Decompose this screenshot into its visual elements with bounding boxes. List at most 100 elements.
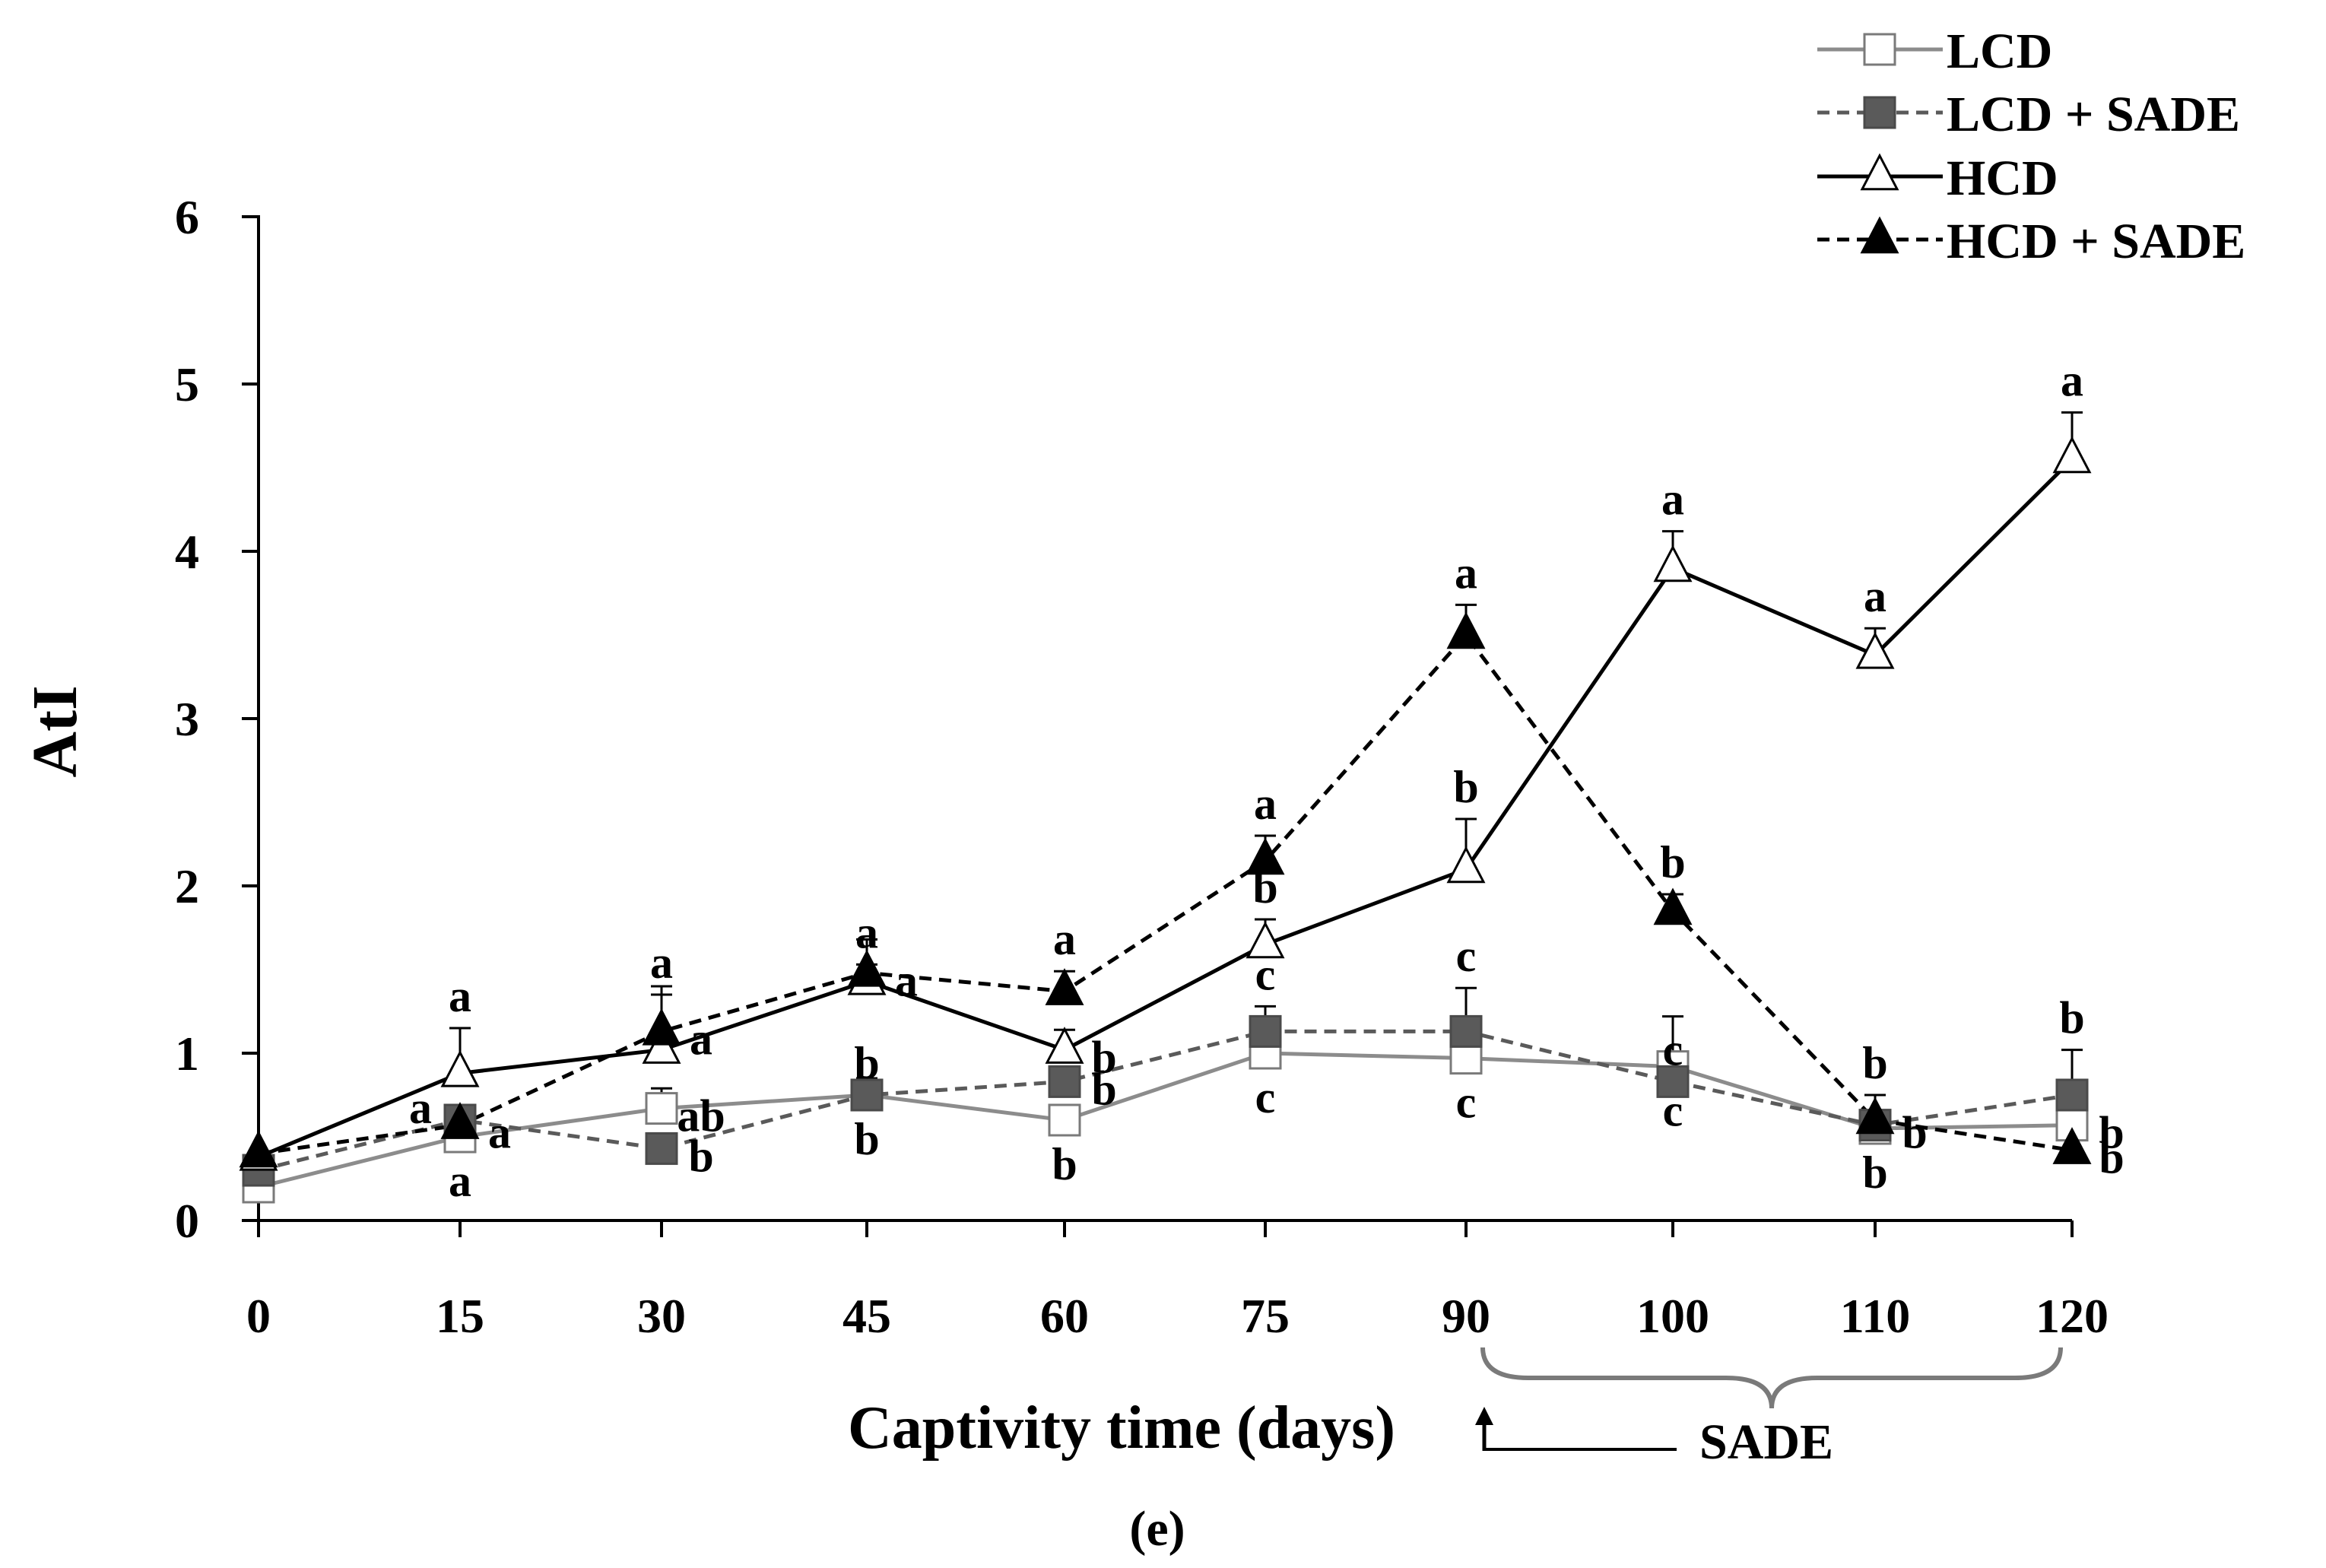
significance-letter: c: [1456, 1078, 1477, 1128]
data-marker: [1855, 1097, 1895, 1135]
significance-letter: a: [2061, 355, 2083, 405]
significance-letter: b: [2099, 1108, 2124, 1158]
y-tick-label: 5: [175, 357, 199, 411]
data-marker: [2055, 1078, 2089, 1112]
y-tick-label: 1: [175, 1027, 199, 1081]
significance-letter: b: [1091, 1033, 1116, 1083]
data-marker: [1045, 968, 1084, 1005]
x-tick-label: 45: [843, 1289, 891, 1343]
data-marker: [1446, 846, 1486, 884]
significance-letter: b: [2099, 1133, 2124, 1183]
data-marker: [642, 1008, 681, 1046]
data-marker: [1656, 1065, 1690, 1098]
y-tick-label: 6: [175, 190, 199, 244]
significance-letter: c: [1456, 931, 1477, 981]
x-axis-label: Captivity time (days): [848, 1395, 1395, 1462]
data-marker: [440, 1102, 480, 1139]
x-tick-label: 30: [637, 1289, 686, 1343]
data-marker: [239, 1130, 278, 1168]
data-marker: [2052, 1127, 2092, 1164]
data-marker: [1863, 33, 1896, 66]
legend-entry-label: HCD + SADE: [1947, 214, 2245, 269]
significance-letter: b: [1091, 1064, 1116, 1114]
significance-letter: b: [1252, 862, 1277, 913]
data-marker: [1653, 544, 1693, 582]
x-tick-label: 0: [246, 1289, 271, 1343]
data-marker: [2052, 436, 2092, 474]
data-marker: [440, 1049, 480, 1087]
significance-letter: c: [1255, 949, 1276, 999]
data-marker: [850, 1078, 884, 1112]
significance-letter: a: [855, 907, 878, 957]
data-marker: [1048, 1065, 1081, 1098]
significance-letter: b: [1660, 837, 1685, 887]
y-tick-label: 4: [175, 525, 199, 579]
data-marker: [847, 949, 887, 987]
significance-letter: a: [1661, 475, 1684, 525]
significance-letter: a: [449, 1156, 471, 1206]
significance-letter: c: [1663, 1024, 1683, 1074]
x-tick-label: 75: [1241, 1289, 1290, 1343]
y-tick-label: 0: [175, 1194, 199, 1248]
x-tick-label: 15: [436, 1289, 484, 1343]
significance-letter: a: [488, 1108, 511, 1158]
significance-letter: a: [449, 971, 471, 1021]
data-marker: [1246, 837, 1285, 875]
significance-letter: a: [690, 1014, 712, 1064]
data-marker: [645, 1092, 678, 1125]
significance-letter: a: [409, 1083, 432, 1133]
significance-letter: b: [1862, 1147, 1887, 1198]
significance-letter: a: [1053, 914, 1076, 964]
significance-letter: a: [1254, 779, 1277, 829]
data-marker: [642, 1027, 681, 1064]
data-marker: [1249, 1014, 1282, 1048]
significance-letter: b: [2059, 993, 2084, 1043]
x-tick-label: 100: [1636, 1289, 1709, 1343]
data-marker: [1653, 887, 1693, 925]
sade-annotation: SADE: [1475, 1347, 2063, 1470]
significance-letter: b: [688, 1131, 713, 1181]
significance-letter: c: [1663, 1086, 1683, 1136]
sade-annotation-label: SADE: [1699, 1414, 1833, 1470]
series-line: [258, 632, 2073, 1156]
series-line: [258, 1051, 2073, 1189]
significance-letter: a: [1864, 571, 1887, 621]
y-tick-label: 2: [175, 859, 199, 913]
significance-letter: a: [1455, 548, 1477, 598]
legend-entry-label: HCD: [1947, 151, 2058, 206]
sade-arrow-head: [1475, 1407, 1493, 1425]
significance-letter: ab: [677, 1091, 725, 1141]
data-marker: [1246, 921, 1285, 959]
significance-letter: b: [1862, 1038, 1887, 1088]
significance-letter: a: [650, 938, 673, 988]
legend-entry-label: LCD: [1947, 24, 2052, 79]
data-marker: [1449, 1014, 1483, 1048]
x-tick-label: 90: [1442, 1289, 1490, 1343]
significance-letter: b: [854, 1038, 879, 1088]
data-marker: [1048, 1103, 1081, 1137]
significance-letter: b: [854, 1114, 879, 1164]
x-tick-label: 110: [1840, 1289, 1910, 1343]
data-marker: [1860, 216, 1899, 254]
data-marker: [645, 1132, 678, 1165]
data-marker: [1860, 153, 1899, 191]
x-tick-label: 120: [2036, 1289, 2109, 1343]
series-layer: [239, 411, 2092, 1204]
series-line: [258, 1029, 2073, 1173]
significance-letter: c: [1255, 1072, 1276, 1122]
legend-entry-label: LCD + SADE: [1947, 87, 2240, 142]
data-marker: [1863, 96, 1896, 129]
series-line: [258, 458, 2074, 1159]
significance-letter: b: [1453, 762, 1478, 812]
y-axis-label: AtI: [20, 685, 90, 777]
significance-letter: a: [895, 955, 918, 1005]
sade-brace: [1480, 1347, 2063, 1409]
data-marker: [1045, 1027, 1084, 1064]
data-marker: [1446, 611, 1486, 649]
legend: LCD LCD + SADE HCD HCD + SADE: [1817, 24, 2245, 269]
y-tick-label: 3: [175, 692, 199, 746]
panel-label: (e): [1129, 1501, 1185, 1557]
